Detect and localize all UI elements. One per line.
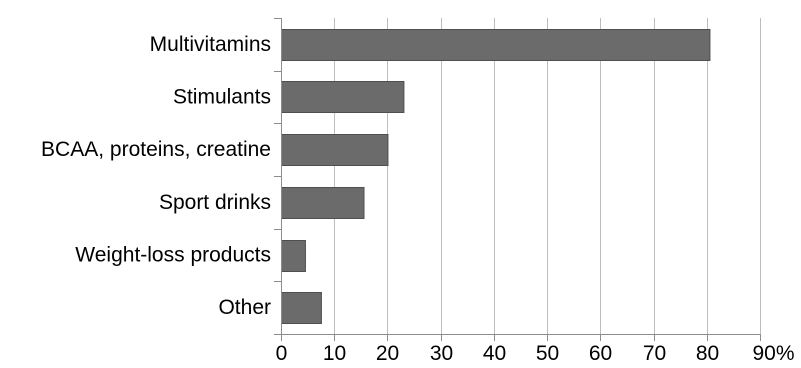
bar-bcaa-proteins-creatine <box>281 134 389 166</box>
gridlines <box>334 18 761 334</box>
x-tick-label: 30 <box>430 342 453 365</box>
bar-stimulants <box>281 81 405 113</box>
x-tick-label: 50 <box>536 342 559 365</box>
x-tick-label: 20 <box>376 342 399 365</box>
bar-other <box>281 292 322 324</box>
x-tick-label: 80 <box>696 342 719 365</box>
bar-weight-loss-products <box>281 240 306 272</box>
x-tick-label: 0 <box>276 342 288 365</box>
x-tick-label: 90% <box>753 342 795 365</box>
category-label: Weight-loss products <box>75 244 271 267</box>
x-tick-label: 40 <box>483 342 506 365</box>
x-tick-label: 60 <box>589 342 612 365</box>
category-label: Multivitamins <box>150 33 271 56</box>
x-tick-label: 70 <box>643 342 666 365</box>
category-label: Sport drinks <box>159 191 271 214</box>
category-label: Stimulants <box>173 86 271 109</box>
bar-sport-drinks <box>281 187 365 219</box>
tick-labels: 0 10 20 30 40 50 60 70 80 90% <box>276 342 795 365</box>
category-label: BCAA, proteins, creatine <box>41 138 271 161</box>
x-tick-label: 10 <box>323 342 346 365</box>
bar-multivitamins <box>281 29 711 61</box>
category-label: Other <box>218 296 271 319</box>
axes <box>274 18 761 341</box>
category-labels: Multivitamins Stimulants BCAA, proteins, c… <box>41 33 271 319</box>
bars <box>281 29 711 324</box>
